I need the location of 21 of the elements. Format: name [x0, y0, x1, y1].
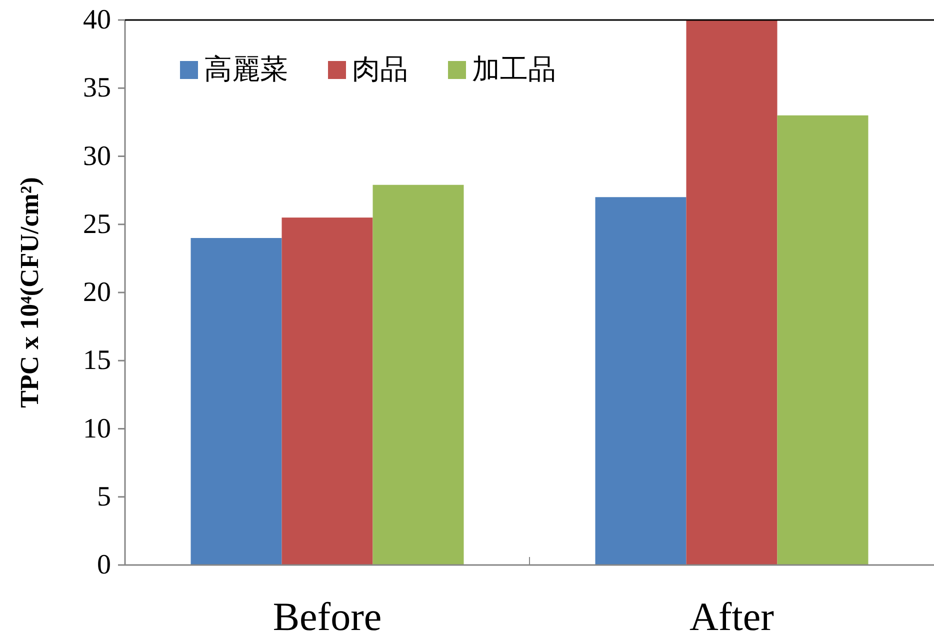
y-tick-label: 10 — [83, 413, 111, 444]
bar — [595, 197, 686, 565]
bar — [372, 184, 464, 565]
bar — [777, 115, 868, 565]
bar — [282, 218, 373, 565]
bar — [190, 238, 282, 565]
x-tick-label: After — [690, 594, 774, 639]
bar — [686, 20, 778, 565]
y-tick-label: 20 — [83, 277, 111, 308]
y-tick-label: 0 — [97, 550, 111, 580]
y-tick-label: 25 — [83, 208, 111, 240]
x-tick-label: Before — [272, 594, 382, 639]
legend-label: 加工品 — [472, 54, 556, 86]
y-tick-label: 5 — [97, 481, 111, 512]
legend-label: 肉品 — [352, 54, 408, 86]
legend-label: 高麗菜 — [204, 54, 288, 86]
y-tick-label: 35 — [83, 72, 111, 104]
y-tick-label: 30 — [83, 140, 111, 172]
y-tick-label: 15 — [83, 345, 111, 376]
y-tick-label: 40 — [83, 4, 111, 36]
y-axis-title: TPC x 10⁴(CFU/cm²) — [15, 177, 44, 408]
